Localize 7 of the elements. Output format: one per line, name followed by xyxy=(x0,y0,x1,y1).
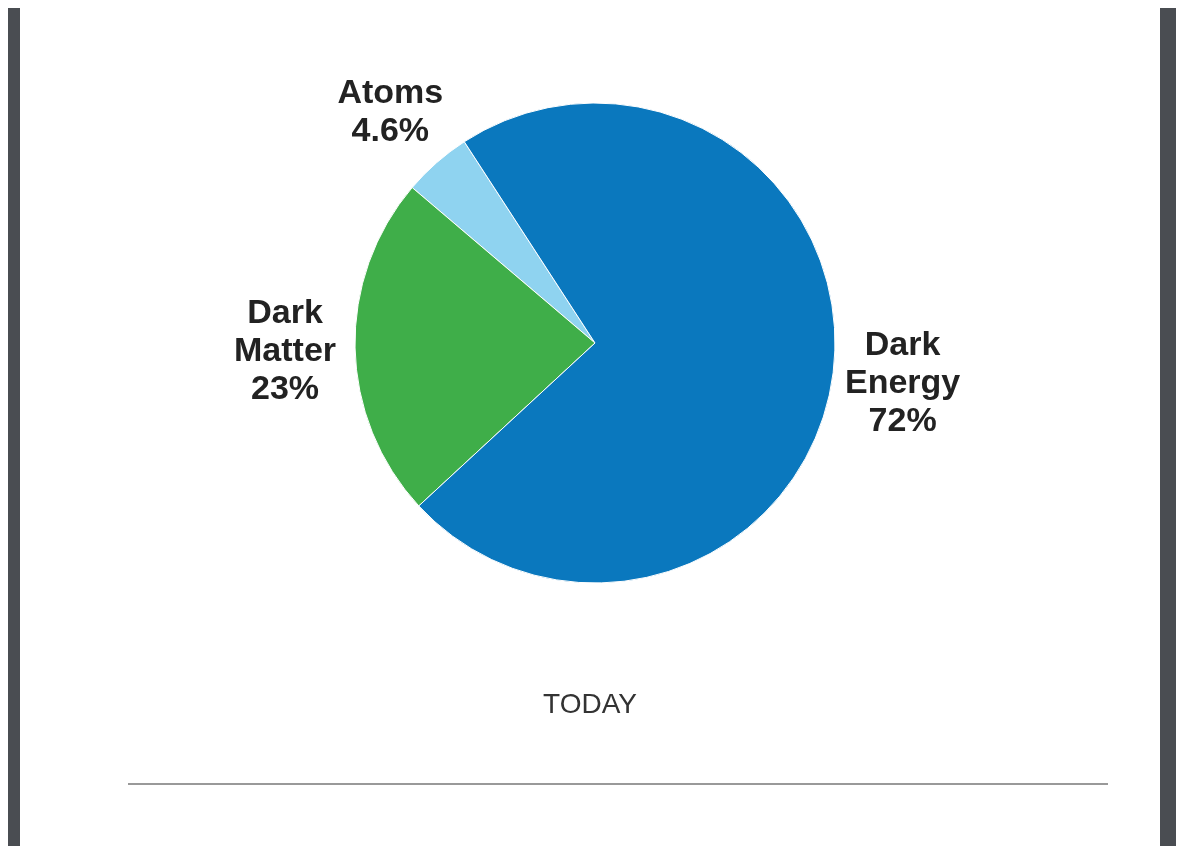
text: TODAY xyxy=(542,688,638,720)
slice-label: Dark Energy xyxy=(844,324,961,401)
data-label: 4.6% xyxy=(351,110,430,149)
slice-label: Dark Matter xyxy=(234,292,337,369)
data-label: 72% xyxy=(868,400,937,439)
data-label: 23% xyxy=(251,368,320,407)
slice-label: Atoms xyxy=(337,72,444,111)
